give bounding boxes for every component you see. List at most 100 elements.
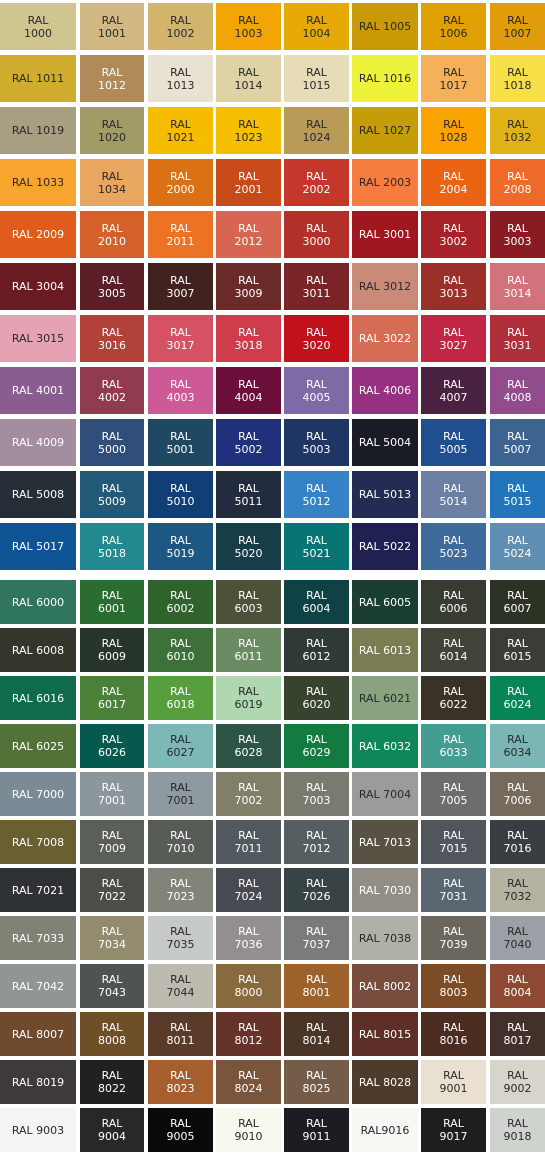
swatch: RAL 4005 [284,367,349,414]
swatch: RAL 4002 [80,367,144,414]
swatch: RAL 5021 [284,523,349,570]
swatch: RAL 7039 [421,916,486,960]
swatch-label: RAL 6032 [358,739,412,753]
swatch: RAL 4007 [421,367,486,414]
swatch: RAL 5001 [148,419,213,466]
swatch: RAL 8002 [352,964,418,1008]
swatch-label: RAL 2003 [358,176,412,189]
swatch: RAL 6011 [216,628,281,672]
swatch-label: RAL 8022 [98,1069,126,1095]
swatch-label: RAL 3002 [439,221,468,248]
swatch: RAL 1017 [421,55,486,102]
swatch-label: RAL 5017 [11,540,65,553]
swatch-label: RAL 8016 [439,1021,468,1047]
swatch: RAL 7000 [0,772,76,816]
swatch: RAL 7002 [216,772,281,816]
swatch: RAL 8017 [490,1012,545,1056]
swatch: RAL 6008 [0,628,76,672]
swatch: RAL 8011 [148,1012,213,1056]
swatch-label: RAL 1034 [98,169,126,196]
swatch-label: RAL 6033 [439,733,468,759]
swatch: RAL 3027 [421,315,486,362]
swatch: RAL 6020 [284,676,349,720]
swatch-label: RAL 3014 [503,273,532,300]
swatch-label: RAL 6034 [503,733,532,759]
swatch-label: RAL 5004 [358,436,412,449]
swatch-label: RAL 7004 [358,787,412,801]
swatch: RAL 3005 [80,263,144,310]
swatch-label: RAL 4005 [302,377,331,404]
swatch: RAL 5019 [148,523,213,570]
swatch-label: RAL 3011 [302,273,331,300]
swatch-label: RAL 5001 [166,429,195,456]
swatch: RAL 9011 [284,1108,349,1152]
swatch-label: RAL 7044 [166,973,195,999]
swatch-label: RAL 9002 [503,1069,532,1095]
swatch: RAL 3020 [284,315,349,362]
swatch: RAL 9001 [421,1060,486,1104]
swatch: RAL 5017 [0,523,76,570]
swatch: RAL 5008 [0,471,76,518]
swatch-label: RAL 1018 [503,65,532,92]
swatch-label: RAL 5018 [98,533,126,560]
swatch: RAL 6006 [421,580,486,624]
swatch-label: RAL 8004 [503,973,532,999]
swatch: RAL 6022 [421,676,486,720]
swatch: RAL 7011 [216,820,281,864]
swatch-label: RAL 7039 [439,925,468,951]
swatch-label: RAL 6005 [358,595,412,609]
swatch: RAL 8014 [284,1012,349,1056]
swatch-label: RAL 5019 [166,533,195,560]
swatch-label: RAL 8017 [503,1021,532,1047]
swatch: RAL 7015 [421,820,486,864]
swatch-label: RAL 7012 [302,829,331,855]
swatch: RAL 1011 [0,55,76,102]
swatch: RAL 6033 [421,724,486,768]
swatch: RAL 7023 [148,868,213,912]
swatch-label: RAL 7000 [11,787,65,801]
swatch-label: RAL 1001 [98,13,126,40]
swatch: RAL 6027 [148,724,213,768]
swatch-label: RAL 5020 [234,533,263,560]
swatch-label: RAL 9003 [11,1123,65,1137]
swatch-label: RAL 9001 [439,1069,468,1095]
swatch: RAL9016 [352,1108,418,1152]
swatch-label: RAL 7003 [302,781,331,807]
swatch: RAL 7044 [148,964,213,1008]
swatch-label: RAL 1002 [166,13,195,40]
swatch-label: RAL 6026 [98,733,126,759]
swatch: RAL 6021 [352,676,418,720]
swatch: RAL 5018 [80,523,144,570]
swatch-label: RAL 7036 [234,925,263,951]
swatch-label: RAL 2011 [166,221,195,248]
swatch-label: RAL 6028 [234,733,263,759]
swatch-label: RAL 7033 [11,931,65,945]
swatch-label: RAL 6000 [11,595,65,609]
swatch-label: RAL 1028 [439,117,468,144]
swatch-label: RAL 1027 [358,124,412,137]
swatch-label: RAL 7043 [98,973,126,999]
swatch-label: RAL 6018 [166,685,195,711]
swatch: RAL 3003 [490,211,545,258]
swatch: RAL 5004 [352,419,418,466]
swatch: RAL 1021 [148,107,213,154]
swatch-label: RAL 7008 [11,835,65,849]
swatch: RAL 1020 [80,107,144,154]
swatch-label: RAL 1005 [358,20,412,33]
swatch-label: RAL 6020 [302,685,331,711]
swatch-label: RAL 2004 [439,169,468,196]
swatch: RAL 1015 [284,55,349,102]
swatch: RAL 7042 [0,964,76,1008]
swatch: RAL 5014 [421,471,486,518]
swatch-label: RAL 8024 [234,1069,263,1095]
swatch: RAL 7003 [284,772,349,816]
swatch: RAL 6014 [421,628,486,672]
swatch: RAL 6026 [80,724,144,768]
swatch-label: RAL 7016 [503,829,532,855]
swatch-label: RAL 9004 [98,1117,126,1143]
swatch-label: RAL 3018 [234,325,263,352]
swatch-label: RAL9016 [360,1123,410,1137]
swatch: RAL 1019 [0,107,76,154]
swatch-label: RAL 8011 [166,1021,195,1047]
swatch-label: RAL 4004 [234,377,263,404]
